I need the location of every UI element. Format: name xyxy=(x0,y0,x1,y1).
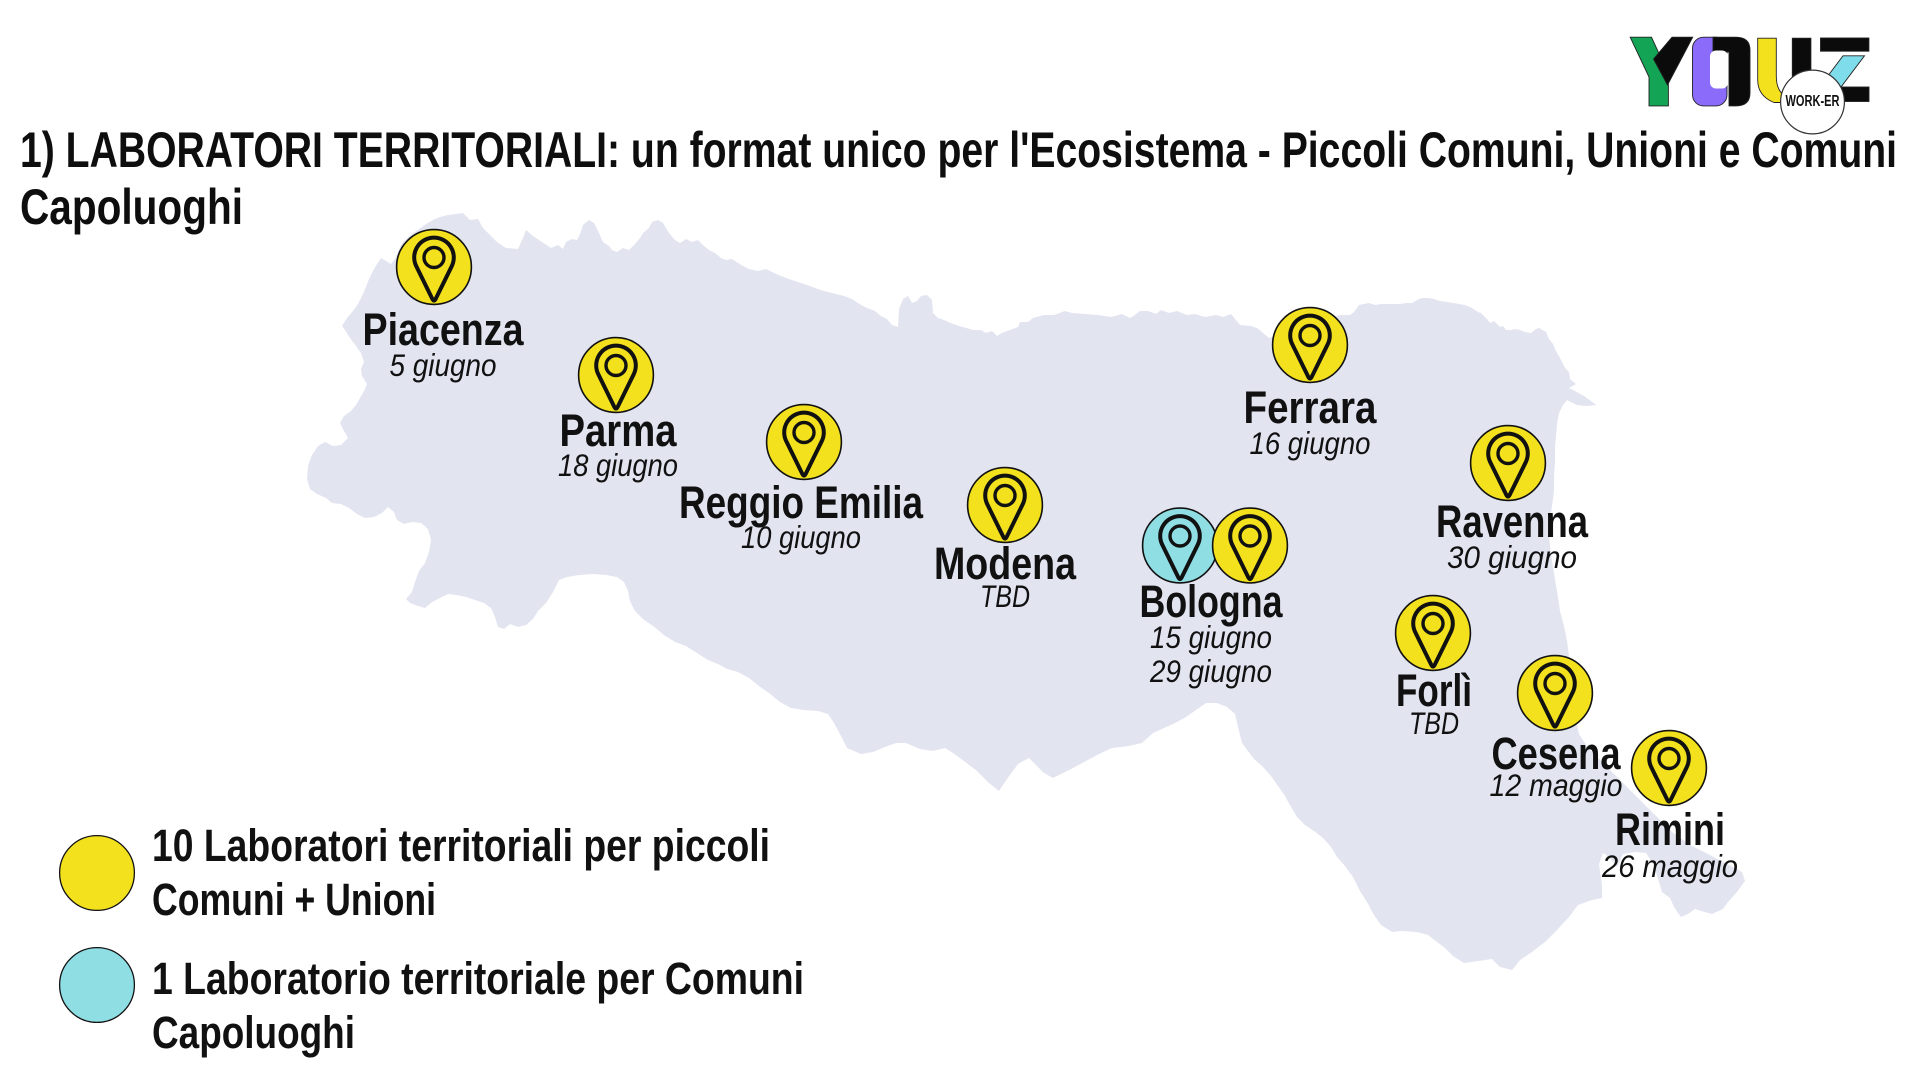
svg-text:12 maggio: 12 maggio xyxy=(1490,767,1623,803)
svg-text:16 giugno: 16 giugno xyxy=(1250,425,1371,461)
svg-text:1) LABORATORI TERRITORIALI: un: 1) LABORATORI TERRITORIALI: un format un… xyxy=(20,122,1897,178)
svg-text:30 giugno: 30 giugno xyxy=(1447,539,1577,575)
svg-text:Capoluoghi: Capoluoghi xyxy=(152,1007,355,1058)
svg-text:Reggio Emilia: Reggio Emilia xyxy=(679,477,924,528)
svg-text:TBD: TBD xyxy=(980,578,1030,614)
svg-text:WORK-ER: WORK-ER xyxy=(1786,93,1840,110)
svg-text:Modena: Modena xyxy=(934,538,1077,589)
svg-text:Cesena: Cesena xyxy=(1492,728,1622,779)
svg-text:Bologna: Bologna xyxy=(1140,576,1284,627)
svg-text:10 Laboratori territoriali per: 10 Laboratori territoriali per piccoli xyxy=(152,820,770,871)
svg-text:Comuni + Unioni: Comuni + Unioni xyxy=(152,874,436,925)
svg-text:Rimini: Rimini xyxy=(1615,804,1725,855)
svg-text:10 giugno: 10 giugno xyxy=(741,519,861,555)
svg-text:Capoluoghi: Capoluoghi xyxy=(20,179,243,235)
svg-text:15 giugno: 15 giugno xyxy=(1150,619,1272,655)
svg-text:29 giugno: 29 giugno xyxy=(1149,653,1272,689)
svg-text:18 giugno: 18 giugno xyxy=(558,447,678,483)
svg-text:Ferrara: Ferrara xyxy=(1244,382,1378,433)
svg-text:Forlì: Forlì xyxy=(1396,665,1472,716)
svg-text:26 maggio: 26 maggio xyxy=(1601,848,1738,884)
svg-text:Piacenza: Piacenza xyxy=(363,304,525,355)
svg-text:1 Laboratorio territoriale per: 1 Laboratorio territoriale per Comuni xyxy=(152,953,804,1004)
svg-text:Ravenna: Ravenna xyxy=(1436,496,1589,547)
svg-text:5 giugno: 5 giugno xyxy=(390,347,497,383)
svg-text:TBD: TBD xyxy=(1409,705,1459,741)
svg-text:Parma: Parma xyxy=(560,405,678,456)
